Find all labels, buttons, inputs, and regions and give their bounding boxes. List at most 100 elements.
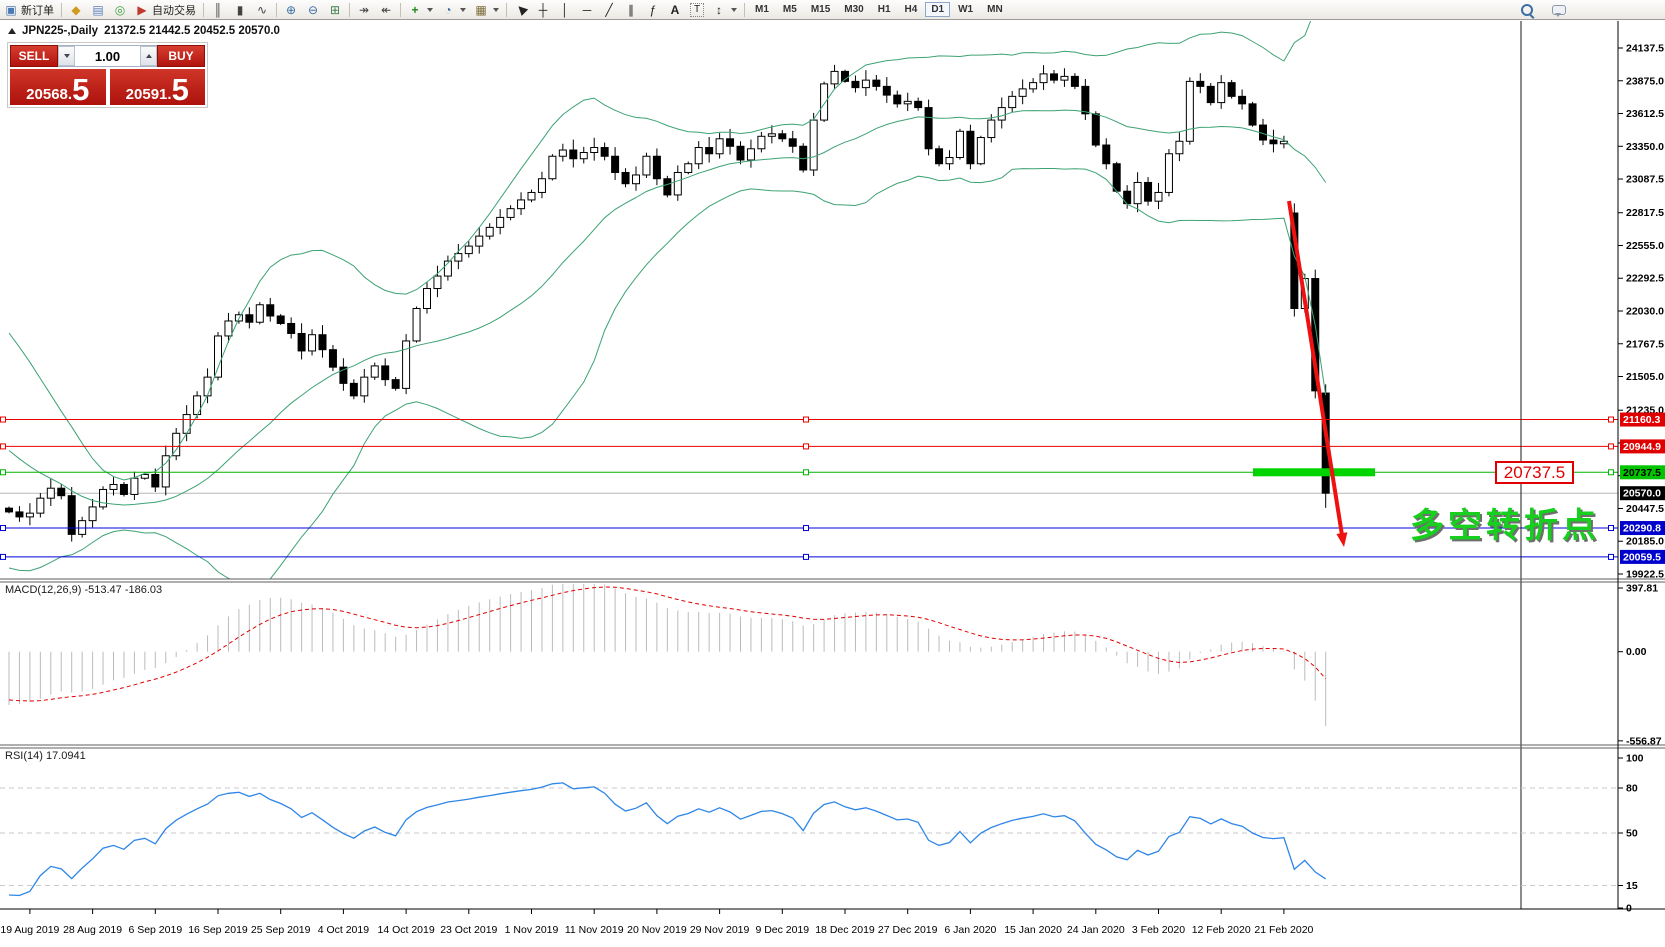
highlighted-trendline-segment[interactable]	[1253, 468, 1375, 477]
date-label: 11 Nov 2019	[565, 924, 624, 936]
strategy-tester-button[interactable]: ◎	[109, 1, 131, 18]
line-anchor-handle	[0, 469, 6, 476]
timeframe-h1-button[interactable]: H1	[877, 4, 891, 15]
timeframe-d1-button[interactable]: D1	[925, 2, 951, 17]
toolbar-separator	[349, 2, 350, 17]
auto-scroll-button[interactable]: ↠	[353, 1, 375, 18]
text-button[interactable]: A	[664, 1, 686, 18]
svg-text:19922.5: 19922.5	[1626, 568, 1664, 580]
macd-signal-line	[8, 586, 1327, 702]
svg-text:22817.5: 22817.5	[1626, 207, 1664, 219]
zoom-out-button[interactable]: ⊖	[302, 1, 324, 18]
chart-canvas[interactable]: 24137.5 23875.0 23612.5 23350.0 23087.5 22817…	[0, 20, 1665, 947]
fibonacci-button[interactable]: ƒ	[642, 1, 664, 18]
svg-text:20944.9: 20944.9	[1623, 441, 1661, 453]
search-button[interactable]	[1516, 1, 1538, 18]
horizontal-line-object[interactable]	[0, 553, 1618, 560]
date-label: 24 Jan 2020	[1067, 924, 1125, 936]
volume-increase-button[interactable]	[140, 46, 157, 66]
sell-price-dot: .	[67, 86, 73, 103]
ohlc-values: 21372.5 21442.5 20452.5 20570.0	[104, 25, 280, 37]
turning-point-note[interactable]: 多空转折点	[1410, 507, 1600, 545]
auto-scroll-icon: ↠	[358, 2, 370, 17]
chevron-down-icon	[427, 7, 433, 12]
horizontal-line-object[interactable]	[0, 416, 1618, 423]
community-chat-button[interactable]	[1548, 1, 1570, 18]
date-label: 3 Feb 2020	[1132, 924, 1185, 936]
indicators-button[interactable]: +	[404, 1, 437, 18]
volume-input[interactable]	[75, 46, 140, 66]
price-annotation-box[interactable]: 20737.5	[1495, 461, 1574, 484]
horizontal-line-object[interactable]	[0, 469, 1618, 476]
symbol-period-label: JPN225-,Daily	[22, 25, 99, 37]
timeframe-m5-button[interactable]: M5	[782, 4, 797, 15]
bar-chart-button[interactable]: ║	[207, 1, 229, 18]
crosshair-button[interactable]: ┼	[532, 1, 554, 18]
terminal-button[interactable]: ▤	[87, 1, 109, 18]
line-chart-button[interactable]: ∿	[251, 1, 273, 18]
autotrading-icon: ▶	[137, 2, 147, 17]
new-order-button[interactable]: ▣ 新订单	[0, 1, 58, 18]
macd-pane	[8, 584, 1327, 727]
tile-windows-icon: ⊞	[329, 2, 341, 17]
line-anchor-handle	[803, 553, 809, 560]
time-axis[interactable]: 19 Aug 2019 28 Aug 2019 6 Sep 2019 16 Sep 2…	[0, 909, 1314, 936]
chart-shift-icon: ↞	[380, 2, 392, 17]
timeframe-w1-button[interactable]: W1	[958, 4, 974, 15]
vertical-line-button[interactable]: │	[554, 1, 576, 18]
line-anchor-handle	[1608, 443, 1614, 450]
date-label: 27 Dec 2019	[878, 924, 938, 936]
timeframe-m30-button[interactable]: M30	[844, 4, 864, 15]
buy-price[interactable]: 20591. 5	[109, 69, 205, 105]
price-badge	[1620, 521, 1665, 536]
date-label: 16 Sep 2019	[188, 924, 248, 936]
trendline-button[interactable]: ╱	[598, 1, 620, 18]
svg-text:20570.0: 20570.0	[1623, 488, 1661, 500]
volume-decrease-button[interactable]	[58, 46, 75, 66]
cursor-button[interactable]: ▶	[510, 1, 532, 18]
svg-text:24137.5: 24137.5	[1626, 43, 1664, 55]
chart-shift-button[interactable]: ↞	[375, 1, 397, 18]
candlestick-chart-button[interactable]: ▮	[229, 1, 251, 18]
sell-button[interactable]: SELL	[10, 45, 58, 67]
templates-button[interactable]: ▦	[470, 1, 503, 18]
equidistant-channel-button[interactable]: ∥	[620, 1, 642, 18]
chart-window[interactable]: 24137.5 23875.0 23612.5 23350.0 23087.5 22817…	[0, 19, 1665, 947]
timeframe-m1-button[interactable]: M1	[755, 4, 769, 15]
expert-advisors-icon: ◆	[71, 2, 81, 17]
svg-text:397.81: 397.81	[1626, 583, 1658, 595]
trend-arrow-object[interactable]	[1287, 200, 1348, 547]
horizontal-line-button[interactable]: ─	[576, 1, 598, 18]
autotrading-button[interactable]: ▶ 自动交易	[131, 1, 200, 18]
text-icon: A	[670, 2, 680, 17]
crosshair-icon: ┼	[538, 2, 548, 17]
buy-button[interactable]: BUY	[157, 45, 205, 67]
horizontal-line-object[interactable]	[0, 525, 1618, 532]
date-label: 6 Sep 2019	[128, 924, 182, 936]
terminal-icon: ▤	[92, 2, 104, 17]
text-label-icon: T	[690, 2, 704, 17]
timeframe-h4-button[interactable]: H4	[904, 4, 918, 15]
timeframe-mn-button[interactable]: MN	[987, 4, 1003, 15]
expert-advisors-button[interactable]: ◆	[65, 1, 87, 18]
bollinger-bands	[8, 21, 1327, 579]
chevron-down-icon	[731, 7, 737, 12]
vertical-line-icon: │	[561, 2, 569, 17]
date-label: 28 Aug 2019	[63, 924, 122, 936]
text-label-button[interactable]: T	[686, 1, 708, 18]
svg-text:-556.87: -556.87	[1626, 735, 1662, 747]
price-axis[interactable]: 24137.5 23875.0 23612.5 23350.0 23087.5 22817…	[1618, 43, 1665, 915]
sell-price[interactable]: 20568. 5	[10, 69, 106, 105]
main-toolbar: ▣ 新订单 ◆ ▤ ◎ ▶ 自动交易 ║ ▮ ∿ ⊕ ⊖ ⊞ ↠ ↞ + ◔ ▦ ▶ ┼ │ ─ ╱ ∥ ƒ A T ↕ M1 M5 M15…	[0, 0, 1665, 20]
indicators-icon: +	[411, 2, 419, 17]
zoom-in-button[interactable]: ⊕	[280, 1, 302, 18]
tile-windows-button[interactable]: ⊞	[324, 1, 346, 18]
price-badge	[1620, 439, 1665, 454]
horizontal-line-object[interactable]	[0, 443, 1618, 450]
timeframe-m15-button[interactable]: M15	[810, 4, 831, 15]
collapse-one-click-icon[interactable]	[8, 28, 16, 34]
line-anchor-handle	[0, 443, 6, 450]
periods-button[interactable]: ◔	[437, 1, 470, 18]
arrows-button[interactable]: ↕	[708, 1, 741, 18]
